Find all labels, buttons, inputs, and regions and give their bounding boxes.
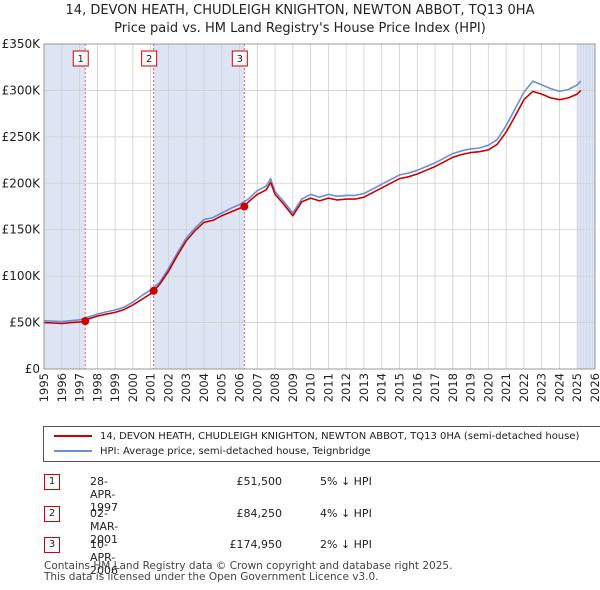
transaction-badge: 3 (44, 537, 60, 553)
sale-point (240, 202, 249, 211)
property-series-line (43, 89, 582, 325)
transaction-price: £174,950 (229, 538, 283, 551)
chart-subtitle: Price paid vs. HM Land Registry's House … (114, 21, 486, 36)
x-tick-label: 2016 (410, 373, 424, 402)
y-tick-label: £100K (2, 269, 42, 283)
footer-copyright: Contains HM Land Registry data © Crown c… (44, 560, 453, 572)
sale-badge (231, 50, 248, 67)
transaction-hpi: 2% ↓ HPI (320, 538, 372, 551)
shaded-span (44, 44, 86, 369)
x-tick-label: 1995 (37, 373, 51, 402)
x-tick-label: 2009 (286, 373, 300, 402)
y-tick-label: £200K (2, 176, 42, 190)
x-tick-label: 2026 (588, 373, 600, 402)
x-tick-label: 2020 (481, 373, 495, 402)
chart-title: 14, DEVON HEATH, CHUDLEIGH KNIGHTON, NEW… (65, 3, 535, 18)
y-tick-label: £150K (2, 223, 42, 237)
sale-badge-label: 1 (78, 54, 84, 65)
x-tick-label: 1998 (90, 373, 104, 402)
x-tick-label: 2017 (428, 373, 442, 402)
legend-label-property: 14, DEVON HEATH, CHUDLEIGH KNIGHTON, NEW… (100, 431, 580, 442)
x-tick-label: 2013 (357, 373, 371, 402)
sale-badge (141, 50, 158, 67)
y-tick-label: £0 (25, 362, 40, 376)
x-tick-label: 2018 (446, 373, 460, 402)
x-tick-label: 2006 (233, 373, 247, 402)
x-tick-label: 2024 (552, 373, 566, 402)
x-tick-label: 2007 (250, 373, 264, 402)
transaction-date: 02-MAR-2001 (90, 507, 119, 546)
x-tick-label: 2011 (321, 373, 335, 402)
x-tick-label: 2025 (570, 373, 584, 402)
legend: 14, DEVON HEATH, CHUDLEIGH KNIGHTON, NEW… (43, 426, 600, 462)
price-chart: £0 £50K £100K £150K £200K £250K £300K £350K 199… (2, 37, 600, 402)
x-tick-label: 2008 (268, 373, 282, 402)
x-tick-label: 2023 (535, 373, 549, 402)
legend-label-hpi: HPI: Average price, semi-detached house,… (100, 446, 371, 457)
x-tick-label: 2002 (161, 373, 175, 402)
shaded-span (153, 44, 245, 369)
y-tick-label: £250K (2, 130, 42, 144)
footer: Contains HM Land Registry data © Crown c… (44, 561, 452, 583)
x-tick-label: 2019 (464, 373, 478, 402)
x-tick-label: 2022 (517, 373, 531, 402)
hpi-series-line (43, 80, 582, 323)
transaction-badge: 2 (44, 506, 60, 522)
sale-point (81, 317, 90, 326)
x-tick-label: 2001 (144, 373, 158, 402)
x-tick-label: 2012 (339, 373, 353, 402)
x-tick-label: 2014 (375, 373, 389, 402)
legend-item-hpi: HPI: Average price, semi-detached house,… (54, 446, 371, 457)
x-tick-label: 2004 (197, 373, 211, 402)
transaction-price: £84,250 (236, 507, 283, 520)
y-tick-label: £300K (2, 83, 42, 97)
plot-frame (43, 43, 596, 370)
y-tick-label: £50K (9, 316, 41, 330)
transaction-hpi: 5% ↓ HPI (320, 475, 372, 488)
transaction-hpi: 4% ↓ HPI (320, 507, 372, 520)
transaction-badge: 1 (44, 474, 60, 490)
legend-swatch-hpi (54, 450, 92, 452)
x-tick-label: 1997 (73, 373, 87, 402)
x-tick-label: 2000 (126, 373, 140, 402)
y-tick-label: £350K (2, 37, 42, 51)
sale-badge-label: 3 (237, 54, 243, 65)
footer-licence: This data is licensed under the Open Gov… (44, 571, 379, 583)
x-tick-label: 2021 (499, 373, 513, 402)
sale-badge (72, 50, 89, 67)
x-tick-label: 2003 (179, 373, 193, 402)
transaction-date: 28-APR-1997 (90, 475, 118, 514)
legend-item-property: 14, DEVON HEATH, CHUDLEIGH KNIGHTON, NEW… (54, 431, 579, 442)
x-tick-label: 1996 (55, 373, 69, 402)
x-tick-label: 2010 (304, 373, 318, 402)
sale-point (149, 286, 158, 295)
x-tick-label: 1999 (108, 373, 122, 402)
sale-badge-label: 2 (146, 54, 152, 65)
x-tick-label: 2015 (392, 373, 406, 402)
transaction-date: 10-APR-2006 (90, 538, 118, 577)
transaction-price: £51,500 (236, 475, 283, 488)
x-tick-label: 2005 (215, 373, 229, 402)
legend-swatch-property (54, 435, 92, 437)
